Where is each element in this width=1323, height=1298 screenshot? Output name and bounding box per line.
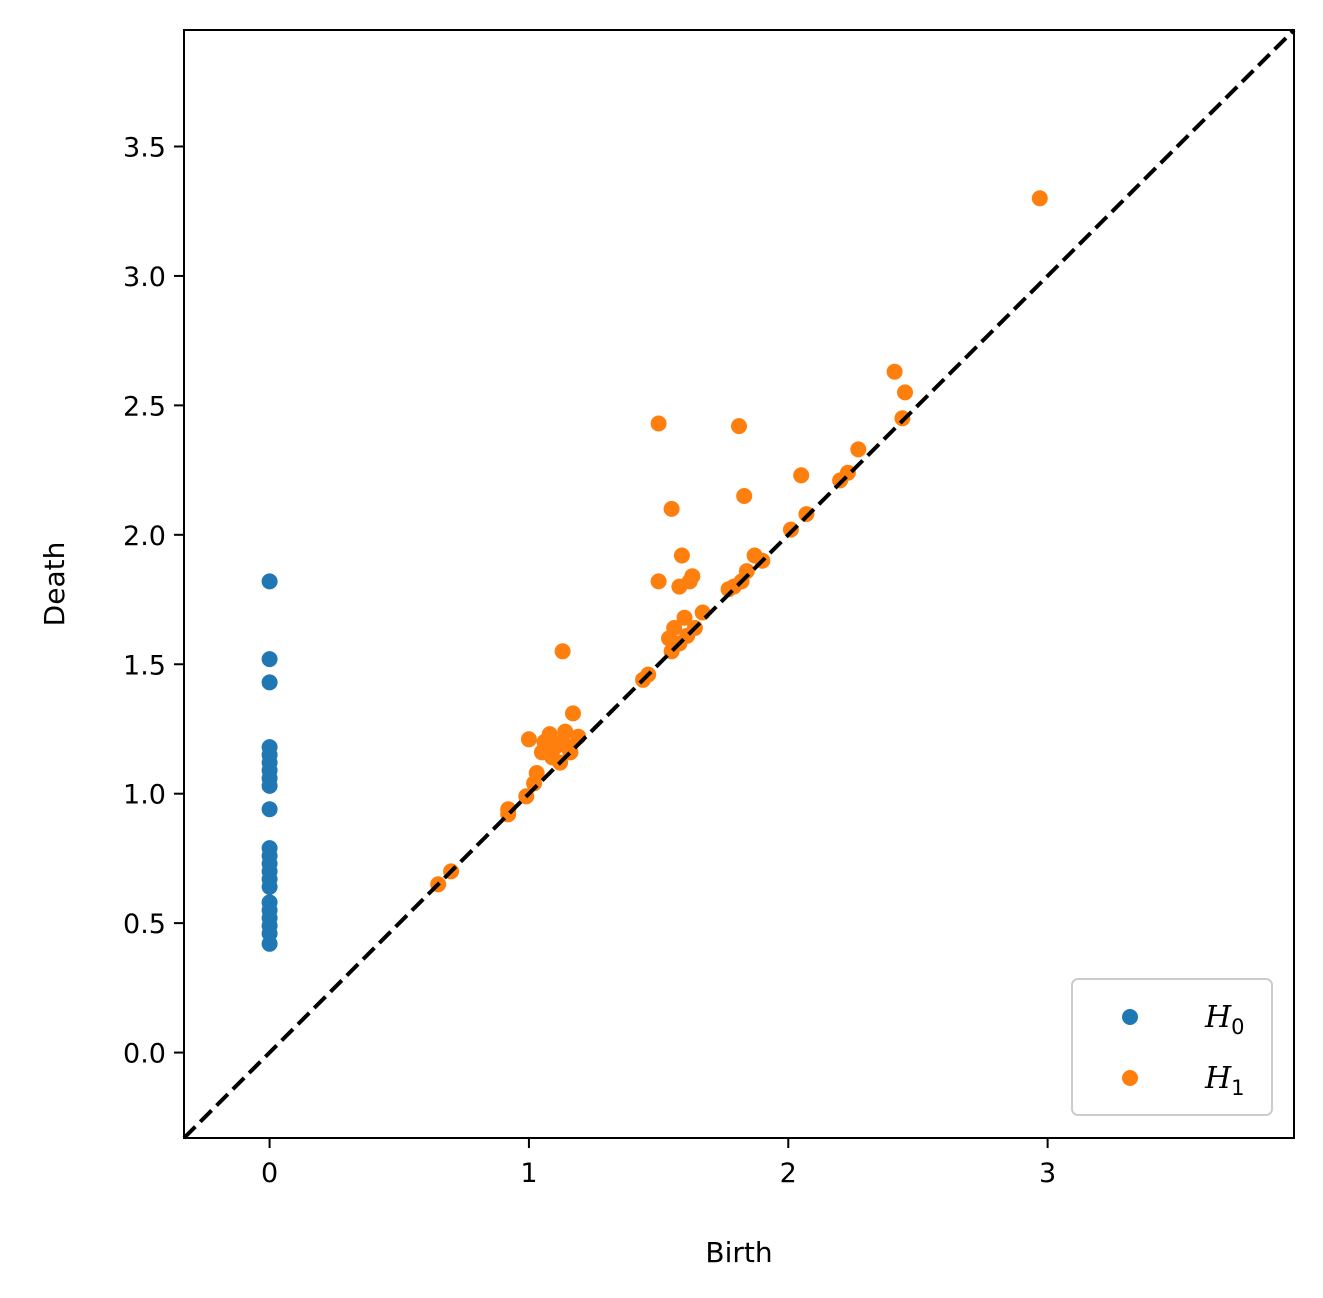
y-tick-label: 3.5 xyxy=(123,132,166,163)
point-h1-43 xyxy=(738,563,755,580)
point-h1-10 xyxy=(541,726,558,743)
point-h1-15 xyxy=(557,723,574,740)
point-h1-6 xyxy=(528,765,545,781)
x-tick-label: 3 xyxy=(1039,1158,1056,1189)
point-h1-7 xyxy=(520,731,537,748)
point-h1-51 xyxy=(850,441,867,458)
diagonal-line xyxy=(182,28,1296,1140)
point-h1-55 xyxy=(1031,190,1048,207)
y-tick-label: 2.0 xyxy=(123,521,166,552)
point-h0-0 xyxy=(261,573,278,590)
point-h0-21 xyxy=(261,935,278,952)
point-h1-40 xyxy=(731,418,747,435)
point-h0-1 xyxy=(261,651,278,668)
x-tick-label: 2 xyxy=(780,1158,797,1189)
point-h1-32 xyxy=(676,609,693,626)
x-tick-label: 0 xyxy=(261,1158,278,1189)
point-h1-52 xyxy=(886,363,903,380)
point-h1-28 xyxy=(666,620,683,636)
y-tick-label: 1.5 xyxy=(123,650,166,681)
y-axis-ticks: 0.0 0.5 1.0 1.5 2.0 2.5 3.0 3.5 xyxy=(123,132,184,1070)
point-h1-23 xyxy=(650,573,667,590)
y-tick-label: 0.0 xyxy=(123,1039,166,1070)
point-h0-15 xyxy=(261,878,278,895)
legend-marker-h0 xyxy=(1122,1009,1138,1025)
legend-box xyxy=(1071,978,1273,1116)
y-tick-label: 0.5 xyxy=(123,909,166,940)
point-h0-9 xyxy=(261,801,278,818)
x-axis-ticks: 0 1 2 3 xyxy=(261,1138,1056,1189)
point-h0-2 xyxy=(261,674,278,691)
point-h1-47 xyxy=(793,467,810,484)
y-tick-label: 1.0 xyxy=(123,780,166,811)
y-tick-label: 2.5 xyxy=(123,391,166,422)
y-tick-label: 3.0 xyxy=(123,262,166,293)
legend-label-h0: H0 xyxy=(1204,1000,1245,1039)
point-h1-42 xyxy=(736,488,753,504)
legend: H0 H1 xyxy=(1071,978,1273,1116)
plot-frame xyxy=(183,29,1295,1139)
point-h0-8 xyxy=(261,777,278,794)
point-h1-54 xyxy=(897,384,913,401)
y-axis-label: Death xyxy=(38,542,71,627)
legend-label-h1: H1 xyxy=(1204,1061,1245,1100)
point-h1-19 xyxy=(565,705,581,722)
point-h1-31 xyxy=(673,547,690,564)
point-h1-20 xyxy=(554,643,571,660)
point-h1-27 xyxy=(663,500,680,517)
legend-marker-h1 xyxy=(1122,1070,1138,1086)
x-axis-label: Birth xyxy=(705,1236,772,1269)
x-tick-label: 1 xyxy=(520,1158,537,1189)
point-h1-24 xyxy=(650,415,667,432)
point-h1-35 xyxy=(684,568,701,585)
